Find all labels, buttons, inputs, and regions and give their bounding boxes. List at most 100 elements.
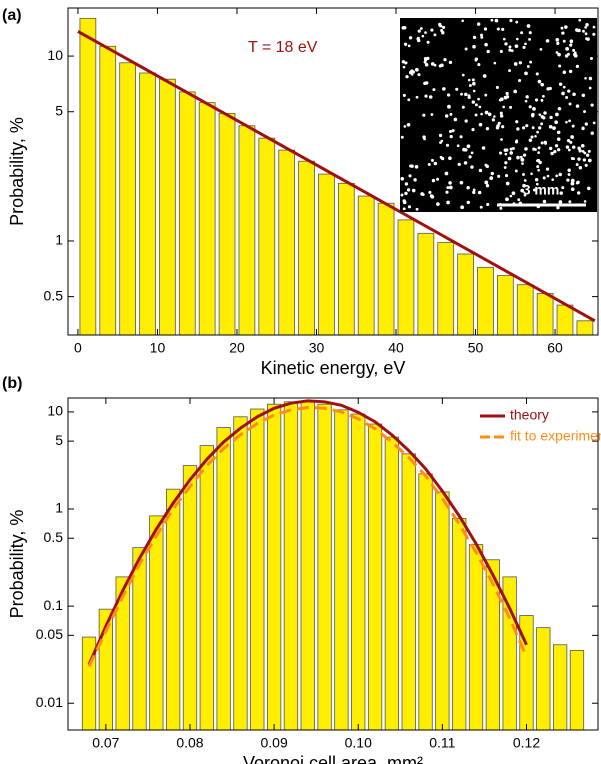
- inset-dot: [556, 206, 560, 210]
- inset-dot: [587, 149, 591, 153]
- bar: [377, 202, 395, 336]
- inset-dot: [461, 105, 465, 109]
- inset-dot: [417, 73, 421, 77]
- y-tick-label: 1: [55, 232, 63, 248]
- bar: [497, 275, 514, 336]
- y-tick-label: 0.5: [44, 529, 64, 545]
- inset-dot: [540, 98, 544, 102]
- inset-dot: [406, 122, 411, 127]
- bar: [576, 320, 594, 336]
- inset-dot: [502, 105, 505, 109]
- inset-dot: [430, 62, 435, 66]
- inset-dot: [505, 197, 509, 202]
- y-tick-label: 10: [47, 47, 63, 63]
- inset-dot: [508, 69, 512, 73]
- inset-dot: [431, 178, 436, 183]
- inset-dot: [479, 205, 483, 209]
- inset-dot: [448, 156, 452, 161]
- bar: [139, 72, 156, 336]
- inset-dot: [459, 135, 463, 139]
- y-tick-label: 0.01: [36, 694, 63, 710]
- inset-dot: [509, 151, 514, 155]
- inset-dot: [487, 112, 492, 117]
- bar: [553, 644, 568, 731]
- inset-dot: [578, 165, 583, 170]
- inset-dot: [584, 25, 588, 29]
- inset-dot: [540, 122, 544, 126]
- x-tick-label: 0.10: [345, 735, 372, 751]
- inset-dot: [526, 24, 531, 28]
- inset-dot: [448, 181, 452, 185]
- bar: [283, 401, 299, 731]
- inset-dot: [408, 174, 412, 178]
- inset-dot: [567, 168, 571, 172]
- inset-dot: [480, 35, 484, 39]
- inset-dot: [568, 119, 571, 123]
- inset-dot: [566, 178, 570, 182]
- inset-dot: [553, 150, 557, 154]
- bar: [397, 219, 415, 336]
- x-tick-label: 60: [547, 340, 563, 356]
- inset-dot: [556, 130, 561, 135]
- inset-dot: [410, 69, 414, 73]
- inset-dot: [402, 207, 406, 211]
- inset-dot: [474, 57, 478, 61]
- inset-dot: [567, 173, 571, 176]
- inset-dot: [480, 112, 483, 116]
- inset-dot: [575, 64, 580, 69]
- inset-dot: [578, 149, 582, 153]
- plot-frame: [67, 397, 599, 731]
- inset-dot: [474, 103, 478, 107]
- inset-dot: [494, 18, 499, 23]
- inset-dot: [401, 60, 406, 64]
- bar: [99, 45, 117, 336]
- inset-dot: [535, 72, 539, 76]
- inset-dot: [522, 153, 527, 157]
- inset-dot: [423, 60, 427, 64]
- inset-dot: [440, 139, 444, 143]
- inset-dot: [537, 79, 542, 84]
- inset-dot: [516, 155, 520, 160]
- inset-dot: [570, 181, 575, 186]
- inset-dot: [534, 98, 539, 102]
- inset-dot: [470, 165, 474, 169]
- inset-dot: [428, 190, 432, 194]
- inset-dot: [461, 19, 464, 23]
- inset-dot: [456, 144, 460, 148]
- inset-dot: [577, 28, 581, 33]
- inset-dot: [548, 86, 552, 91]
- inset-dot: [461, 73, 465, 77]
- inset-dot: [562, 70, 567, 74]
- inset-dot: [438, 64, 442, 68]
- inset-dot: [582, 29, 585, 33]
- inset-dot: [543, 140, 547, 144]
- inset-dot: [590, 56, 594, 60]
- inset-dot: [463, 161, 468, 165]
- inset-dot: [552, 126, 556, 131]
- inset-dot: [522, 172, 525, 176]
- inset-dot: [490, 171, 495, 176]
- inset-dot: [496, 27, 500, 31]
- bar: [477, 266, 494, 336]
- inset-dot: [514, 169, 518, 173]
- inset-dot: [567, 89, 571, 93]
- inset-dot: [557, 52, 561, 57]
- bar: [435, 491, 450, 731]
- inset-dot: [430, 113, 434, 116]
- inset-dot: [569, 40, 573, 44]
- inset-dot: [405, 75, 409, 79]
- inset-dot: [448, 129, 452, 134]
- inset-dot: [499, 97, 504, 102]
- panel-label: (a): [2, 7, 22, 24]
- inset-dot: [581, 93, 586, 98]
- bar: [536, 627, 551, 731]
- inset-dot: [472, 44, 476, 49]
- inset-dot: [499, 49, 503, 53]
- inset-dot: [430, 158, 434, 162]
- inset-dot: [515, 120, 519, 124]
- inset-dot: [407, 205, 412, 209]
- bar: [149, 515, 164, 731]
- x-tick-label: 40: [388, 340, 404, 356]
- inset-dot: [493, 115, 496, 118]
- inset-dot: [414, 165, 419, 169]
